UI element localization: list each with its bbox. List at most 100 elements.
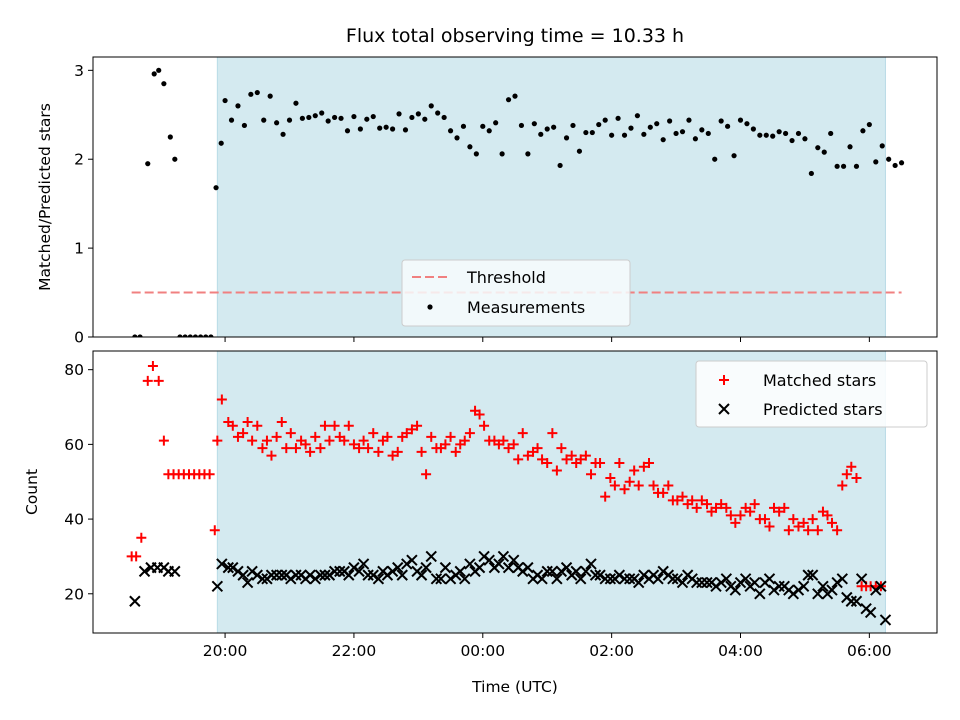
matched-point — [644, 458, 655, 469]
matched-point — [561, 454, 572, 465]
measurement-point — [789, 137, 795, 144]
matched-point — [324, 435, 335, 446]
predicted-point — [222, 561, 235, 574]
measurement-point — [364, 116, 370, 122]
measurement-point — [886, 156, 892, 162]
measurement-point — [512, 93, 518, 99]
predicted-point — [618, 573, 631, 585]
predicted-point — [570, 565, 582, 578]
matched-point — [387, 450, 398, 461]
measurement-point — [261, 117, 267, 123]
predicted-point — [580, 565, 592, 578]
measurement-point — [208, 334, 214, 337]
predicted-point — [483, 554, 495, 566]
measurement-point — [802, 136, 808, 142]
matched-point — [605, 472, 616, 483]
measurement-point — [454, 135, 460, 141]
matched-point — [701, 499, 712, 510]
measurement-point — [177, 334, 183, 337]
predicted-point — [696, 576, 708, 589]
measurement-point — [172, 156, 178, 162]
measurement-point — [338, 115, 344, 121]
matched-point — [358, 435, 369, 446]
measurement-point — [570, 122, 576, 129]
measurement-point — [161, 81, 167, 87]
matched-point — [426, 431, 437, 442]
predicted-point — [812, 588, 824, 600]
predicted-point — [508, 554, 520, 566]
measurement-point — [486, 128, 492, 134]
measurement-point — [182, 334, 188, 337]
count-panel: 20 40 60 80 20:00 22:00 00:00 02:00 04:00 06:00 Co… — [23, 350, 938, 660]
measurement-point — [718, 118, 724, 124]
measurement-point — [737, 117, 744, 123]
measurement-point — [892, 162, 898, 169]
matched-point — [826, 517, 837, 528]
measurement-point — [197, 334, 204, 337]
predicted-point — [787, 588, 800, 600]
measurement-point — [834, 163, 840, 169]
predicted-point — [372, 573, 385, 585]
matched-point — [354, 443, 365, 454]
measurement-point — [744, 121, 750, 127]
measurement-point — [187, 334, 193, 337]
predicted-point — [241, 576, 254, 589]
matched-point — [658, 487, 669, 498]
matched-point — [556, 443, 567, 454]
legend-label: Threshold — [466, 268, 546, 287]
measurement-point — [654, 121, 660, 127]
matched-point — [716, 499, 727, 510]
predicted-point — [754, 588, 766, 600]
matched-point — [807, 514, 818, 525]
matched-point — [305, 446, 316, 457]
measurement-point — [415, 111, 421, 117]
y-axis-label: Matched/Predicted stars — [36, 103, 54, 291]
predicted-point — [246, 565, 258, 578]
measurement-point — [254, 89, 260, 96]
measurement-point — [821, 149, 827, 155]
measurement-point — [167, 134, 173, 140]
measurement-point — [815, 145, 821, 151]
axes-frame — [92, 350, 938, 634]
measurement-point — [808, 170, 814, 177]
matched-point — [479, 420, 490, 431]
predicted-point — [396, 569, 408, 581]
matched-point — [503, 443, 514, 454]
matched-point — [136, 532, 147, 543]
matched-point — [242, 416, 253, 427]
predicted-point — [676, 576, 689, 589]
matched-point — [247, 435, 258, 446]
predicted-point — [497, 550, 510, 563]
matched-point — [663, 480, 674, 491]
measurement-point — [731, 153, 737, 159]
matched-point — [822, 510, 833, 521]
x-tick-label: 06:00 — [847, 642, 892, 660]
predicted-point — [831, 576, 843, 589]
matched-point — [619, 484, 630, 495]
measurement-point — [621, 132, 628, 138]
measurement-point — [583, 129, 589, 136]
matched-point — [343, 420, 354, 431]
ratio-panel: 0 1 2 3 Matched/Predicted stars Threshold Meas… — [36, 56, 938, 347]
measurement-point — [647, 124, 653, 130]
measurement-point — [596, 121, 602, 128]
predicted-point — [734, 576, 747, 589]
measurement-point — [222, 97, 228, 104]
matched-point — [638, 461, 649, 472]
matched-point — [798, 517, 809, 528]
matched-point — [841, 469, 852, 480]
predicted-point — [270, 569, 283, 581]
predicted-point — [420, 561, 432, 574]
measurement-point — [782, 130, 789, 137]
chart-title: Flux total observing time = 10.33 h — [346, 25, 684, 47]
matched-point — [691, 502, 702, 513]
matched-point — [586, 469, 597, 480]
matched-point — [261, 435, 272, 446]
measurement-point — [286, 117, 293, 123]
matched-point — [783, 525, 794, 536]
matched-point — [513, 454, 524, 465]
matched-point — [764, 521, 775, 532]
predicted-point — [357, 558, 370, 570]
measurement-point — [213, 185, 219, 191]
measurement-point — [241, 122, 248, 129]
